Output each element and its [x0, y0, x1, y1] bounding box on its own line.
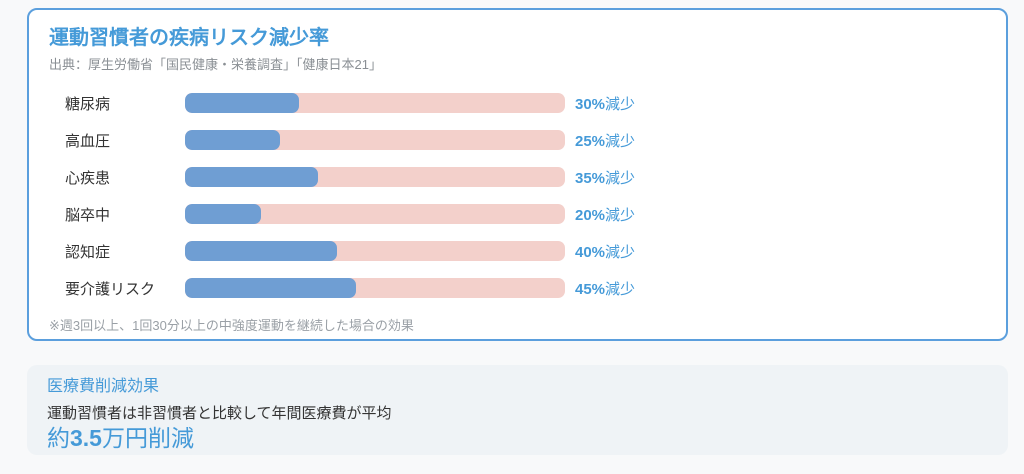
bar-fill: [185, 167, 318, 187]
bar-track: [185, 130, 565, 150]
value-label: 45%減少: [575, 280, 636, 298]
bar-fill: [185, 204, 261, 224]
value-label: 30%減少: [575, 95, 636, 113]
bar-fill: [185, 278, 356, 298]
chart-row: 高血圧 25%減少: [49, 130, 986, 150]
value-label: 25%減少: [575, 132, 636, 150]
info-card-highlight: 約3.5万円削減: [47, 425, 988, 452]
chart-row: 要介護リスク 45%減少: [49, 278, 986, 298]
chart-source: 出典：厚生労働省「国民健康・栄養調査」「健康日本21」: [49, 57, 382, 72]
chart-row: 糖尿病 30%減少: [49, 93, 986, 113]
cost-reduction-card: 医療費削減効果 運動習慣者は非習慣者と比較して年間医療費が平均 約3.5万円削減: [27, 365, 1008, 455]
info-card-title: 医療費削減効果: [47, 378, 160, 395]
bar-fill: [185, 241, 337, 261]
chart-title: 運動習慣者の疾病リスク減少率: [49, 27, 329, 49]
category-label: 認知症: [65, 243, 111, 261]
bar-fill: [185, 130, 280, 150]
risk-chart-card: 運動習慣者の疾病リスク減少率 出典：厚生労働省「国民健康・栄養調査」「健康日本2…: [27, 8, 1008, 341]
highlight-value: 3.5: [70, 425, 102, 451]
chart-note: ※週3回以上、1回30分以上の中強度運動を継続した場合の効果: [49, 318, 414, 333]
chart-row: 心疾患 35%減少: [49, 167, 986, 187]
category-label: 要介護リスク: [65, 280, 156, 298]
chart-row: 脳卒中 20%減少: [49, 204, 986, 224]
bar-track: [185, 93, 565, 113]
info-card-body: 運動習慣者は非習慣者と比較して年間医療費が平均: [47, 405, 392, 422]
category-label: 糖尿病: [65, 95, 111, 113]
highlight-prefix: 約: [47, 425, 70, 451]
bar-track: [185, 241, 565, 261]
bar-track: [185, 278, 565, 298]
bar-track: [185, 204, 565, 224]
category-label: 脳卒中: [65, 206, 111, 224]
category-label: 心疾患: [65, 169, 111, 187]
bar-track: [185, 167, 565, 187]
value-label: 20%減少: [575, 206, 636, 224]
bar-chart: 糖尿病 30%減少高血圧 25%減少心疾患 35%減少脳卒中 20%減少認知症 40%減少…: [49, 93, 986, 298]
category-label: 高血圧: [65, 132, 111, 150]
highlight-suffix: 万円削減: [101, 425, 194, 451]
value-label: 40%減少: [575, 243, 636, 261]
value-label: 35%減少: [575, 169, 636, 187]
chart-row: 認知症 40%減少: [49, 241, 986, 261]
bar-fill: [185, 93, 299, 113]
